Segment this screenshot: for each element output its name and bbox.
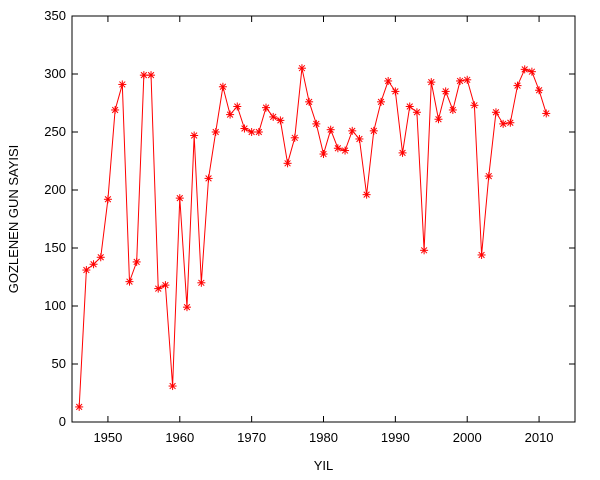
y-tick-label: 350	[44, 8, 66, 23]
x-tick-label: 1990	[381, 430, 410, 445]
data-point	[161, 281, 170, 290]
data-point	[276, 116, 285, 125]
x-tick-label: 2000	[453, 430, 482, 445]
data-point	[204, 174, 213, 183]
data-point	[283, 159, 292, 168]
data-point	[499, 119, 508, 128]
data-point	[470, 101, 479, 110]
data-point	[369, 126, 378, 135]
data-point	[262, 103, 271, 112]
data-point	[312, 119, 321, 128]
data-point	[103, 195, 112, 204]
y-tick-label: 100	[44, 298, 66, 313]
data-point	[182, 303, 191, 312]
data-point	[463, 75, 472, 84]
y-axis-label: GOZLENEN GUN SAYISI	[6, 145, 21, 294]
data-point	[319, 150, 328, 159]
data-point	[197, 278, 206, 287]
series-line	[78, 68, 547, 407]
data-point	[96, 253, 105, 262]
data-point	[240, 124, 249, 133]
data-point	[520, 65, 529, 74]
data-point	[125, 277, 134, 286]
data-point	[111, 105, 120, 114]
y-tick-label: 250	[44, 124, 66, 139]
data-point	[147, 71, 156, 80]
data-point	[305, 97, 314, 106]
data-point	[491, 108, 500, 117]
data-point	[247, 128, 256, 136]
data-point	[506, 118, 515, 127]
data-point	[405, 102, 414, 111]
data-point	[513, 81, 522, 90]
x-axis-label: YIL	[314, 458, 334, 473]
data-point	[391, 87, 400, 96]
data-point	[420, 246, 429, 255]
data-point	[269, 112, 278, 121]
data-point	[535, 86, 544, 95]
data-point	[168, 382, 177, 391]
data-point	[398, 148, 407, 157]
y-tick-label: 50	[52, 356, 66, 371]
y-tick-label: 150	[44, 240, 66, 255]
data-point	[427, 78, 436, 87]
data-point	[297, 64, 306, 73]
ticks	[72, 15, 575, 423]
data-point	[477, 250, 486, 259]
data-point	[254, 128, 263, 136]
data-point	[333, 144, 342, 153]
data-point	[348, 126, 357, 135]
y-tick-label: 300	[44, 66, 66, 81]
data-point	[139, 71, 148, 80]
data-point	[527, 67, 536, 76]
data-point	[218, 82, 227, 91]
data-point	[434, 115, 443, 124]
data-point	[441, 87, 450, 96]
data-point	[132, 257, 141, 266]
data-point	[75, 402, 84, 411]
data-point	[355, 134, 364, 143]
series-markers	[75, 64, 551, 411]
data-point	[211, 128, 220, 136]
plot-frame	[71, 15, 576, 423]
x-tick-label: 1980	[309, 430, 338, 445]
x-tick-label: 1950	[93, 430, 122, 445]
data-point	[448, 105, 457, 114]
data-point	[190, 131, 199, 140]
data-point	[290, 133, 299, 142]
data-point	[326, 125, 335, 134]
data-point	[82, 266, 91, 275]
data-point	[362, 190, 371, 199]
data-point	[226, 110, 235, 119]
y-tick-label: 200	[44, 182, 66, 197]
data-point	[233, 102, 242, 111]
data-point	[384, 76, 393, 85]
x-tick-label: 1960	[165, 430, 194, 445]
data-point	[89, 260, 98, 269]
x-tick-label: 1970	[237, 430, 266, 445]
data-point	[484, 172, 493, 181]
y-tick-label: 0	[59, 414, 66, 429]
data-point	[118, 80, 127, 89]
data-point	[456, 76, 465, 85]
data-point	[341, 146, 350, 155]
data-point	[542, 109, 551, 118]
data-point	[412, 108, 421, 117]
data-point	[175, 194, 184, 203]
x-tick-label: 2010	[525, 430, 554, 445]
tick-labels: 1950 1960 1970 1980 1990 2000 2010 0 50 100 150 200…	[44, 8, 553, 445]
data-point	[154, 284, 163, 293]
data-point	[376, 97, 385, 106]
